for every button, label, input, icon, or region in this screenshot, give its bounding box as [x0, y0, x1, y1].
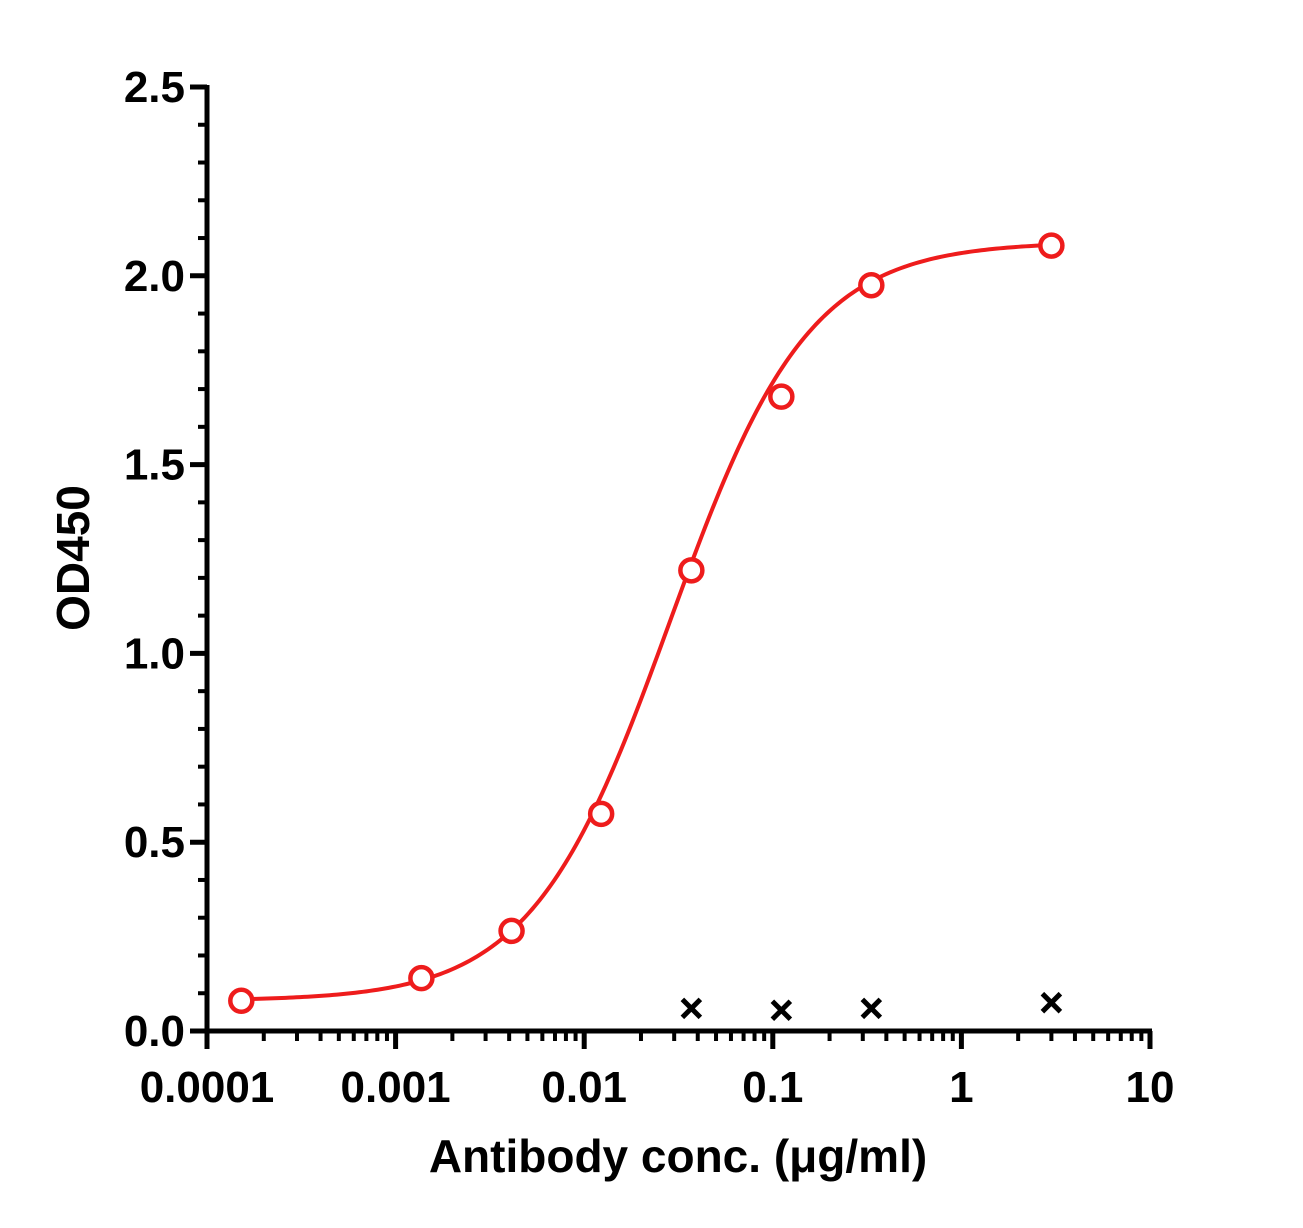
data-point-circle — [1038, 232, 1065, 259]
y-tick-label: 1.0 — [124, 629, 185, 678]
data-point-circle — [858, 271, 885, 299]
x-tick-label: 1 — [949, 1063, 973, 1112]
x-tick-label: 0.0001 — [140, 1063, 275, 1112]
data-point-circle — [408, 964, 435, 992]
axes: 0.0 0.5 1.0 1.5 2.0 2.5 0.0001 0.001 0.01 0.1 1 10 — [124, 63, 1175, 1112]
x-tick-label: 0.01 — [541, 1063, 627, 1112]
data-point-circle — [587, 800, 615, 828]
x-marker-stroke — [680, 997, 703, 1020]
y-tick-label: 0.0 — [124, 1007, 185, 1056]
fit-curve-layer — [241, 242, 1052, 1002]
y-tick-label: 2.5 — [124, 63, 185, 112]
data-point-circle — [498, 917, 525, 945]
y-tick-label: 2.0 — [124, 252, 185, 301]
x-axis-title: Antibody conc. (μg/ml) — [429, 1130, 927, 1182]
data-point-circle — [678, 557, 705, 584]
data-marks — [228, 232, 1065, 1021]
x-marker-stroke — [860, 997, 883, 1020]
data-point-circle — [768, 383, 795, 410]
x-tick-label: 10 — [1126, 1063, 1175, 1112]
data-point-x — [680, 997, 703, 1020]
data-point-x — [860, 997, 883, 1020]
data-point-x — [770, 999, 793, 1021]
x-marker-stroke — [770, 999, 793, 1021]
y-tick-label: 1.5 — [124, 441, 185, 490]
data-point-x — [1040, 991, 1063, 1014]
x-tick-label: 0.001 — [341, 1063, 451, 1112]
x-marker-stroke — [1040, 991, 1063, 1014]
y-axis-title: OD450 — [47, 485, 99, 631]
fit-curve — [241, 242, 1052, 1002]
x-tick-label: 0.1 — [742, 1063, 803, 1112]
data-point-circle — [228, 987, 255, 1015]
y-tick-label: 0.5 — [124, 818, 185, 867]
